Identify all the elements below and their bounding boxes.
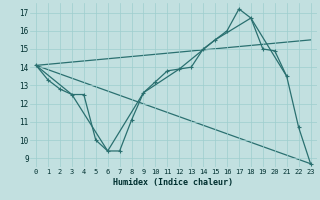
X-axis label: Humidex (Indice chaleur): Humidex (Indice chaleur) bbox=[113, 178, 233, 187]
